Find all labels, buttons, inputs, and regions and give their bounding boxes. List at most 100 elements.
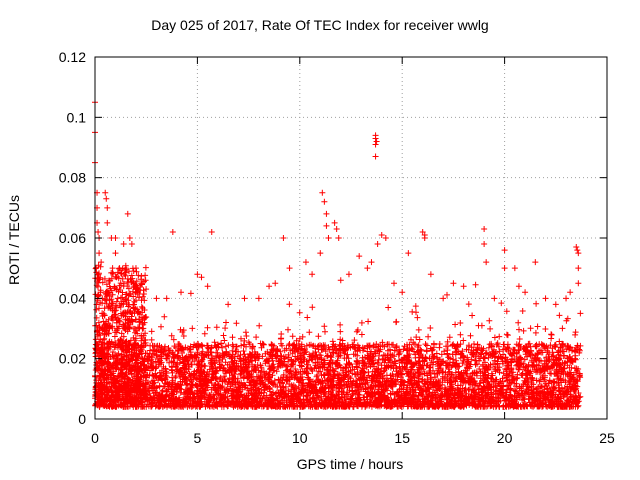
data-point bbox=[169, 228, 176, 235]
data-point bbox=[532, 259, 539, 266]
data-point bbox=[542, 295, 549, 302]
data-point bbox=[372, 153, 379, 160]
x-tick-label: 20 bbox=[497, 430, 513, 446]
data-point bbox=[319, 189, 326, 196]
axis-tick-labels: 0 5 10 15 20 25 0 0.02 0.04 0.06 0.08 0.1 0.12 bbox=[59, 49, 615, 446]
data-point bbox=[374, 241, 381, 248]
data-point bbox=[567, 289, 574, 296]
data-point bbox=[440, 295, 447, 302]
data-point bbox=[225, 301, 232, 308]
data-point bbox=[153, 295, 160, 302]
x-tick-label: 25 bbox=[599, 430, 615, 446]
chart-title: Day 025 of 2017, Rate Of TEC Index for r… bbox=[151, 17, 489, 33]
y-tick-label: 0.06 bbox=[59, 230, 86, 246]
data-point bbox=[356, 253, 363, 260]
data-points bbox=[92, 99, 584, 410]
data-point bbox=[198, 274, 205, 281]
data-point bbox=[511, 265, 518, 272]
data-point bbox=[120, 241, 127, 248]
data-point bbox=[323, 222, 330, 229]
data-point bbox=[563, 295, 570, 302]
data-point bbox=[575, 265, 582, 272]
data-point bbox=[501, 247, 508, 254]
data-point bbox=[450, 280, 457, 287]
x-axis-label: GPS time / hours bbox=[296, 456, 404, 472]
data-point bbox=[372, 141, 379, 148]
data-point bbox=[373, 138, 380, 145]
data-point bbox=[132, 265, 139, 272]
data-point bbox=[421, 235, 428, 241]
data-point bbox=[575, 250, 582, 257]
data-point bbox=[368, 259, 375, 266]
data-point bbox=[302, 259, 309, 266]
data-point bbox=[481, 241, 488, 248]
data-point-cloud bbox=[92, 262, 584, 410]
data-point bbox=[280, 235, 287, 241]
data-point bbox=[325, 235, 332, 241]
data-point bbox=[364, 265, 371, 272]
data-point bbox=[241, 295, 248, 302]
data-point bbox=[103, 195, 110, 202]
y-tick-label: 0.12 bbox=[59, 49, 86, 65]
data-point bbox=[382, 235, 389, 241]
data-point bbox=[335, 235, 342, 241]
data-point bbox=[501, 265, 508, 272]
data-point bbox=[128, 241, 135, 248]
data-point bbox=[178, 289, 185, 296]
data-point bbox=[96, 250, 103, 257]
data-point bbox=[204, 283, 211, 290]
data-point bbox=[460, 283, 467, 290]
data-point bbox=[112, 235, 119, 241]
y-tick-label: 0.02 bbox=[59, 351, 86, 367]
data-point bbox=[405, 250, 412, 257]
data-point bbox=[427, 271, 434, 278]
data-point bbox=[317, 250, 324, 257]
x-tick-label: 10 bbox=[292, 430, 308, 446]
data-point bbox=[98, 259, 105, 266]
data-point bbox=[483, 259, 490, 266]
data-point bbox=[491, 295, 498, 302]
data-point bbox=[515, 283, 522, 290]
data-point bbox=[124, 210, 131, 217]
data-point bbox=[575, 280, 582, 287]
data-point bbox=[333, 225, 340, 232]
data-point bbox=[573, 244, 580, 251]
data-point bbox=[309, 271, 316, 278]
x-tick-label: 5 bbox=[194, 430, 202, 446]
y-tick-label: 0.08 bbox=[59, 170, 86, 186]
data-point bbox=[321, 198, 328, 205]
data-point bbox=[331, 219, 338, 226]
data-point bbox=[266, 283, 273, 290]
data-point bbox=[272, 280, 279, 287]
data-point bbox=[104, 219, 111, 226]
data-point bbox=[102, 189, 109, 196]
data-point bbox=[95, 228, 102, 235]
data-point bbox=[163, 295, 170, 302]
data-point bbox=[574, 247, 581, 254]
data-point bbox=[552, 301, 559, 308]
data-point bbox=[419, 228, 426, 235]
data-point bbox=[391, 280, 398, 287]
data-point bbox=[345, 271, 352, 278]
data-point bbox=[139, 280, 146, 287]
axis-ticks bbox=[94, 56, 608, 420]
data-point bbox=[255, 295, 262, 302]
data-point bbox=[104, 204, 111, 211]
y-tick-label: 0.04 bbox=[59, 290, 86, 306]
data-point bbox=[194, 271, 201, 278]
data-point bbox=[286, 265, 293, 272]
data-point bbox=[337, 277, 344, 284]
data-point bbox=[323, 210, 330, 217]
data-point bbox=[378, 231, 385, 238]
data-point bbox=[112, 250, 119, 257]
data-point bbox=[522, 289, 529, 296]
x-tick-label: 0 bbox=[91, 430, 99, 446]
data-point bbox=[399, 289, 406, 296]
data-point bbox=[577, 310, 584, 317]
data-point bbox=[116, 265, 123, 272]
data-point bbox=[126, 235, 133, 241]
y-tick-label: 0.1 bbox=[67, 109, 87, 125]
x-tick-label: 15 bbox=[394, 430, 410, 446]
y-tick-label: 0 bbox=[78, 411, 86, 427]
